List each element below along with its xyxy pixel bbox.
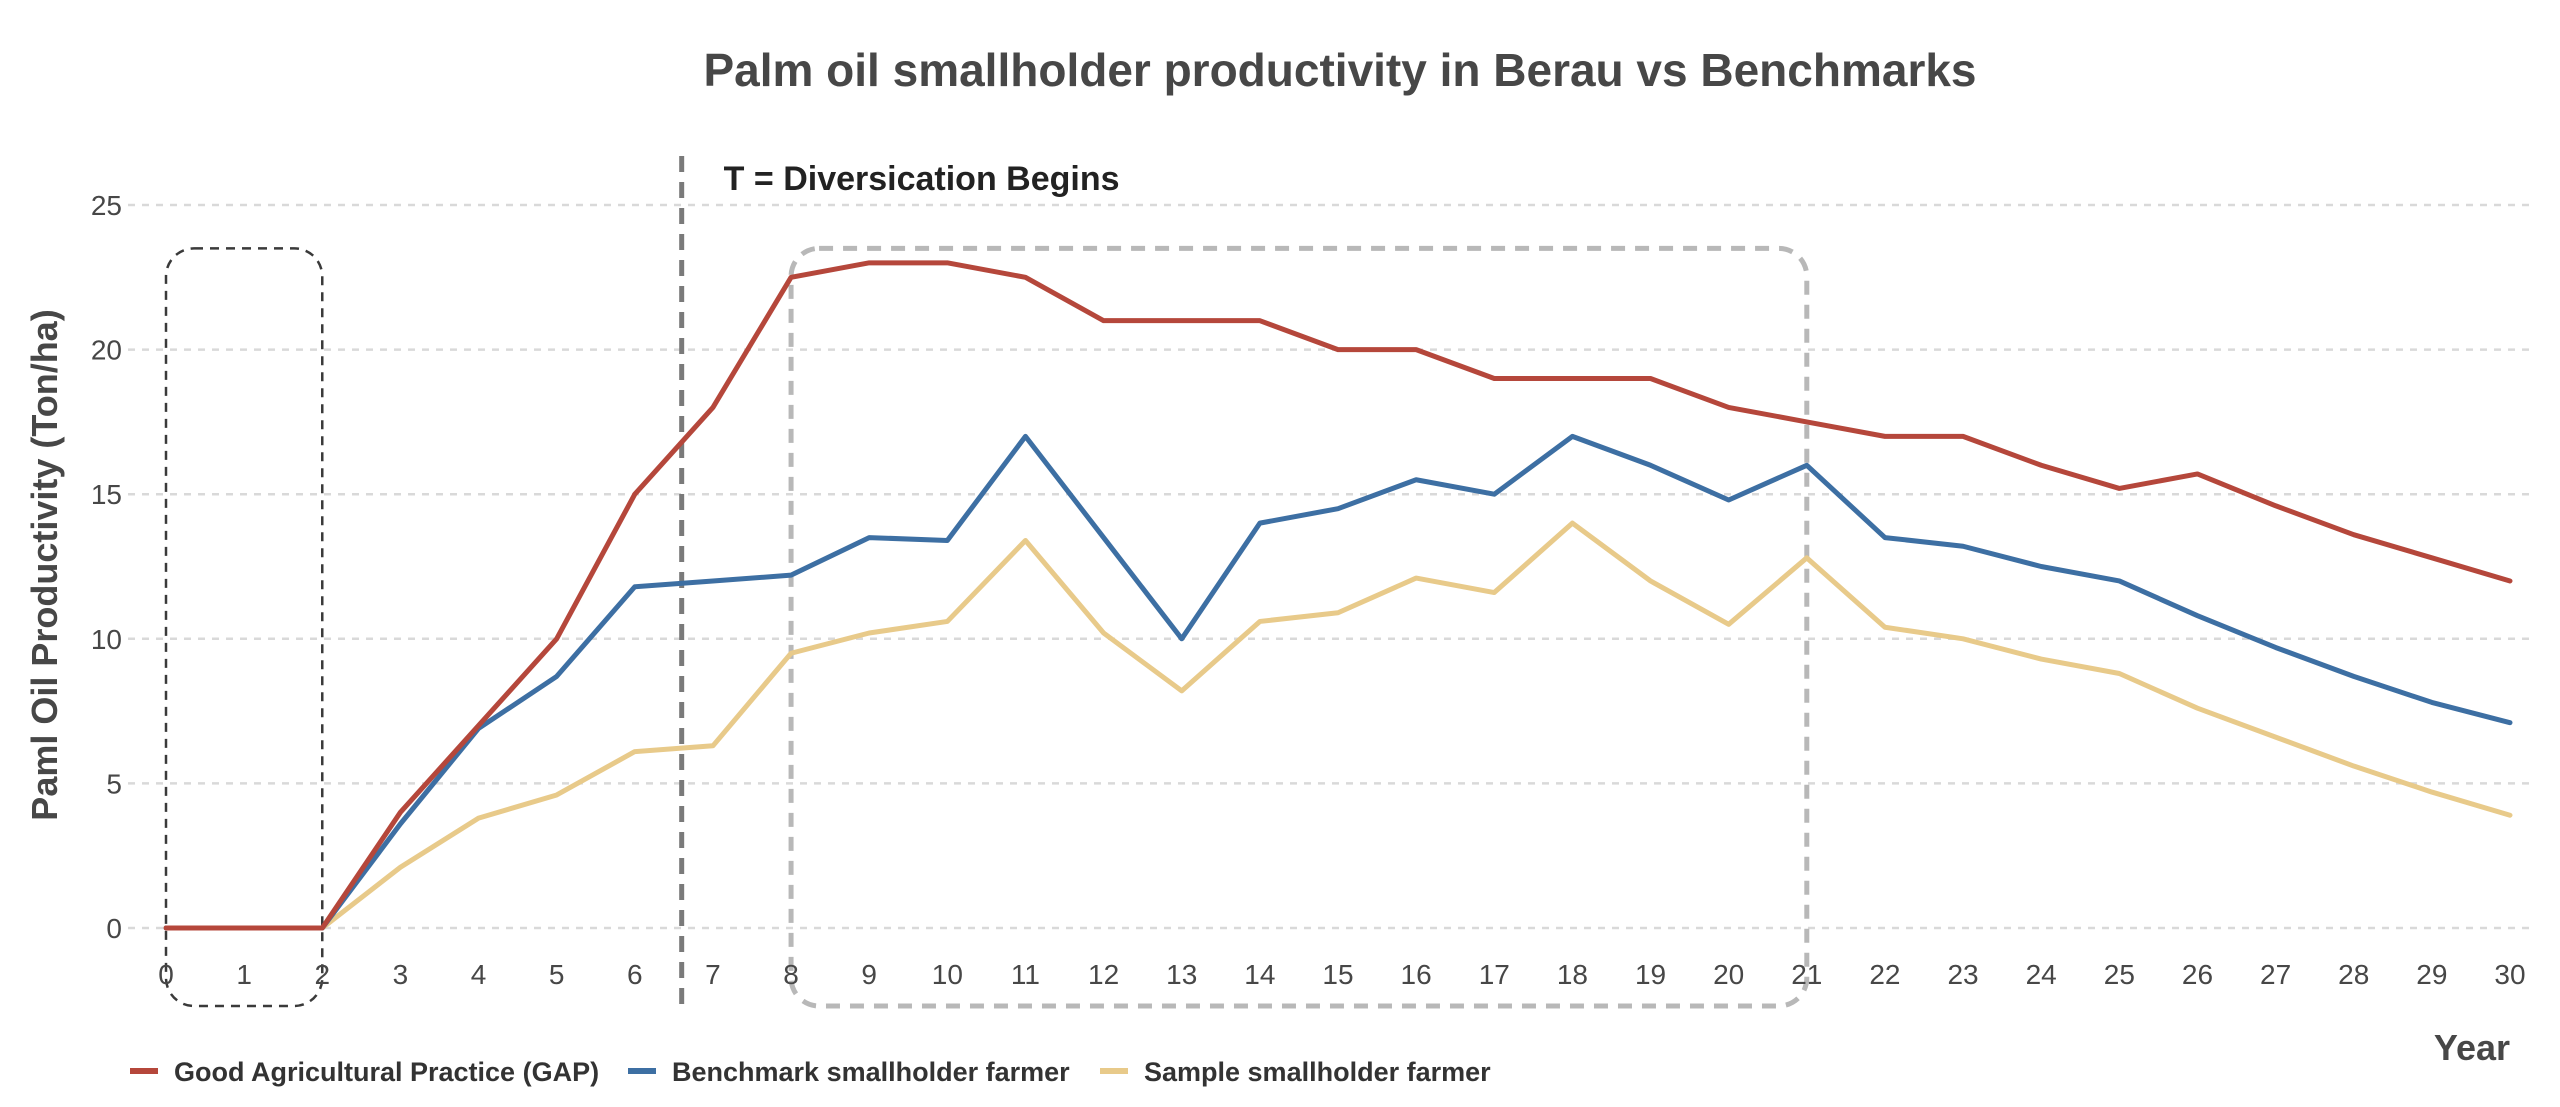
x-tick-label: 28 [2338,959,2369,990]
x-tick-label: 29 [2416,959,2447,990]
x-tick-label: 19 [1635,959,1666,990]
x-axis-ticks: 0 1 2 3 4 5 6 7 8 9 10 11 12 13 14 15 16 17 18 19 20 21 22 23 24… [158,959,2525,990]
x-tick-label: 9 [861,959,877,990]
y-tick-label: 20 [91,335,122,366]
x-tick-label: 12 [1088,959,1119,990]
x-tick-label: 23 [1947,959,1978,990]
legend-label: Good Agricultural Practice (GAP) [174,1057,599,1087]
x-tick-label: 13 [1166,959,1197,990]
x-tick-label: 25 [2104,959,2135,990]
y-axis-ticks: 0 5 10 15 20 25 [91,190,122,944]
x-tick-label: 5 [549,959,565,990]
y-tick-label: 15 [91,479,122,510]
x-tick-label: 22 [1869,959,1900,990]
x-tick-label: 2 [314,959,330,990]
x-tick-label: 16 [1401,959,1432,990]
x-tick-label: 24 [2026,959,2057,990]
highlight-box [788,245,1810,1009]
x-tick-label: 15 [1322,959,1353,990]
x-tick-label: 1 [236,959,252,990]
x-tick-label: 7 [705,959,721,990]
x-tick-label: 8 [783,959,799,990]
x-tick-label: 0 [158,959,174,990]
x-tick-label: 20 [1713,959,1744,990]
x-tick-label: 26 [2182,959,2213,990]
x-tick-label: 18 [1557,959,1588,990]
x-tick-label: 4 [471,959,487,990]
legend: Good Agricultural Practice (GAP) Benchmar… [130,1057,1491,1087]
y-tick-label: 25 [91,190,122,221]
diversification-label: T = Diversication Begins [724,160,1120,198]
legend-label: Benchmark smallholder farmer [672,1057,1070,1087]
y-tick-label: 5 [106,768,122,799]
x-tick-label: 3 [393,959,409,990]
x-tick-label: 10 [932,959,963,990]
series-lines [163,260,2513,931]
x-tick-label: 30 [2494,959,2525,990]
y-tick-label: 10 [91,624,122,655]
y-tick-label: 0 [106,913,122,944]
x-tick-label: 6 [627,959,643,990]
x-tick-label: 27 [2260,959,2291,990]
annotation-layer: T = Diversication Begins [679,156,1120,1008]
series-line [163,520,2513,931]
legend-label: Sample smallholder farmer [1144,1057,1491,1087]
x-axis-label: Year [2434,1027,2510,1068]
x-tick-label: 21 [1791,959,1822,990]
series-line [163,260,2513,931]
x-tick-label: 14 [1244,959,1275,990]
series-line [163,433,2513,931]
x-tick-label: 17 [1479,959,1510,990]
highlight-box [164,247,324,1008]
grid-lines [128,203,2530,930]
y-axis-label: Paml Oil Productivity (Ton/ha) [24,309,65,820]
x-tick-label: 11 [1011,959,1040,990]
chart-title: Palm oil smallholder productivity in Ber… [703,44,1976,96]
highlight-boxes [164,245,1810,1009]
